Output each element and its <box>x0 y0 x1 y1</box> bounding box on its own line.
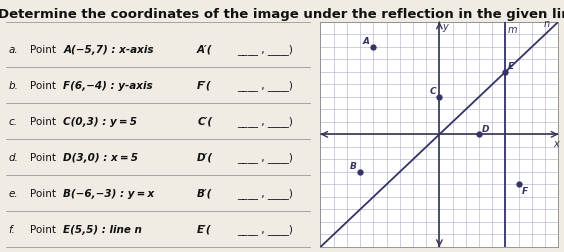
Text: y: y <box>443 22 448 32</box>
Text: B′(: B′( <box>197 188 213 198</box>
Text: D: D <box>482 124 489 133</box>
Text: ____ , ____): ____ , ____) <box>237 44 293 55</box>
Text: ____ , ____): ____ , ____) <box>237 152 293 163</box>
Text: E′(: E′( <box>197 224 212 234</box>
Text: b.: b. <box>8 80 19 90</box>
Text: D′(: D′( <box>197 152 213 162</box>
Text: E: E <box>508 62 514 71</box>
Text: 3. Determine the coordinates of the image under the reflection in the given line: 3. Determine the coordinates of the imag… <box>0 8 564 20</box>
Text: F′(: F′( <box>197 80 212 90</box>
Text: Point: Point <box>30 188 59 198</box>
Text: ____ , ____): ____ , ____) <box>237 224 293 234</box>
Text: m: m <box>508 25 517 35</box>
Text: A′(: A′( <box>197 45 213 55</box>
Text: Point: Point <box>30 224 59 234</box>
Text: Point: Point <box>30 45 59 55</box>
Text: D(3,0) : x = 5: D(3,0) : x = 5 <box>63 152 138 162</box>
Text: ____ , ____): ____ , ____) <box>237 80 293 91</box>
Text: C′(: C′( <box>197 116 212 126</box>
Text: Point: Point <box>30 80 59 90</box>
Text: E(5,5) : line n: E(5,5) : line n <box>63 224 142 234</box>
Text: C: C <box>430 87 437 96</box>
Text: c.: c. <box>8 116 17 126</box>
Text: x: x <box>553 138 559 148</box>
Text: A: A <box>363 37 370 46</box>
Text: B(−6,−3) : y = x: B(−6,−3) : y = x <box>63 188 155 198</box>
Text: Point: Point <box>30 116 59 126</box>
Text: B: B <box>350 162 356 170</box>
Text: Point: Point <box>30 152 59 162</box>
Text: f.: f. <box>8 224 15 234</box>
Text: a.: a. <box>8 45 18 55</box>
Text: n: n <box>544 18 550 28</box>
Text: ____ , ____): ____ , ____) <box>237 188 293 199</box>
Text: A(−5,7) : x-axis: A(−5,7) : x-axis <box>63 45 154 55</box>
Text: F: F <box>521 186 527 195</box>
Text: C(0,3) : y = 5: C(0,3) : y = 5 <box>63 116 138 126</box>
Text: d.: d. <box>8 152 19 162</box>
Text: F(6,−4) : y-axis: F(6,−4) : y-axis <box>63 80 153 90</box>
Text: ____ , ____): ____ , ____) <box>237 116 293 127</box>
Text: e.: e. <box>8 188 18 198</box>
